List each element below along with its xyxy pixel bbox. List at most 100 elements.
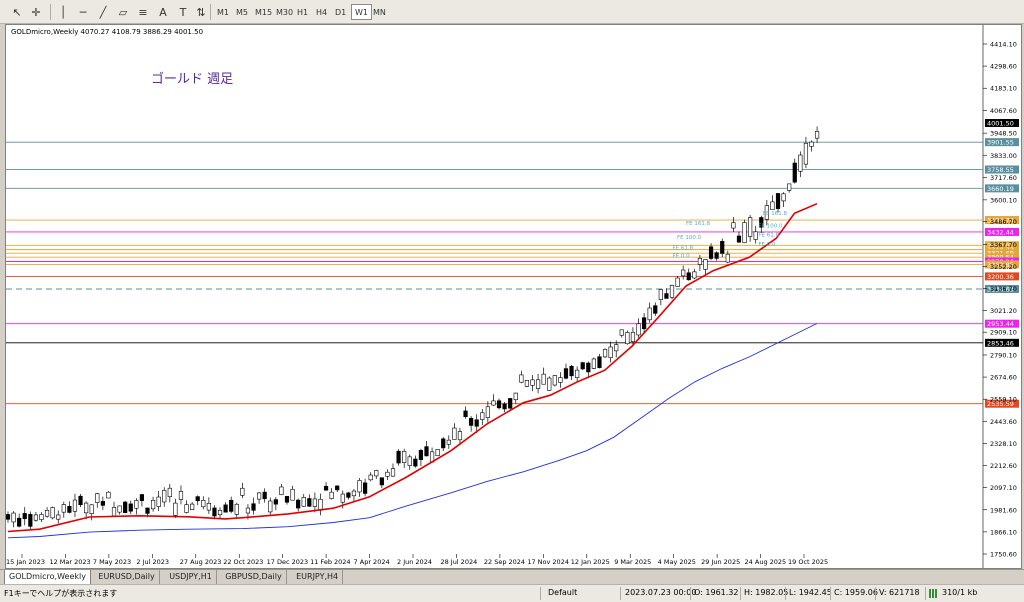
candle-body [390, 468, 396, 477]
date-tick-label: 2 Jun 2024 [397, 558, 432, 566]
fib-label: FE 0.0 [672, 253, 690, 259]
candle-body [89, 504, 94, 514]
date-tick-label: 22 Sep 2024 [484, 558, 525, 566]
candle-body [452, 427, 457, 440]
cursor-icon[interactable]: ↖ [12, 5, 22, 19]
text-icon[interactable]: A [159, 5, 167, 19]
price-tick-label: 4183.10 [990, 85, 1017, 93]
candle-body [731, 222, 736, 229]
shapes-icon[interactable]: ⇅ [196, 5, 206, 19]
candle-body [463, 410, 468, 418]
candle-body [630, 331, 636, 342]
candle-body [792, 162, 797, 183]
candle-body [150, 500, 156, 510]
candle-body [798, 154, 803, 172]
candle-body [95, 493, 100, 503]
candle-body [558, 377, 563, 383]
date-tick-label: 28 Jul 2024 [440, 558, 477, 566]
candle-body [591, 358, 596, 369]
chart-tab[interactable]: GBPUSD,Daily [221, 570, 287, 584]
chart-tab[interactable]: EURUSD,Daily [94, 570, 160, 584]
candle-body [580, 362, 585, 370]
candle-body [586, 362, 591, 373]
candle-body [435, 449, 440, 457]
date-tick-label: 15 Jan 2023 [6, 558, 45, 566]
candle-body [256, 492, 262, 500]
candle-body [814, 131, 820, 139]
symbol-info: GOLDmicro,Weekly 4070.27 4108.79 3886.29… [11, 28, 203, 36]
price-tick-label: 4298.60 [990, 63, 1017, 71]
candle-body [658, 289, 663, 300]
candle-body [346, 492, 351, 498]
candle-body [736, 235, 742, 243]
moving-average-line [7, 322, 818, 539]
candle-body [340, 493, 345, 503]
label-icon[interactable]: T [179, 5, 187, 19]
candle-body [480, 412, 485, 420]
level-label-bg [985, 260, 1019, 269]
level-label-bg [985, 399, 1019, 408]
current-price-bg [985, 119, 1019, 128]
horizontal-line-icon[interactable]: ─ [79, 5, 87, 19]
timeframe-h4[interactable]: H4 [316, 7, 328, 17]
level-label: 2853.46 [987, 339, 1014, 347]
timeframe-m5[interactable]: M5 [236, 7, 248, 17]
candle-body [675, 277, 680, 287]
candle-body [491, 400, 496, 406]
candle-body [301, 497, 306, 507]
candle-body [642, 317, 647, 330]
candle-body [513, 392, 518, 401]
candle-body [535, 379, 541, 389]
timeframe-h1[interactable]: H1 [297, 7, 309, 17]
candle-body [541, 373, 546, 385]
candle-body [575, 369, 580, 378]
timeframe-m1[interactable]: M1 [217, 7, 229, 17]
current-price-label: 4001.50 [987, 120, 1014, 128]
candle-body [178, 491, 184, 500]
candle-body [396, 450, 401, 464]
trendline-icon[interactable]: ╱ [99, 5, 107, 19]
candle-body [262, 491, 267, 500]
timeframe-m30[interactable]: M30 [276, 7, 294, 17]
candle-body [100, 501, 105, 506]
chart-tab[interactable]: GOLDmicro,Weekly [4, 570, 91, 585]
candle-body [67, 506, 72, 513]
level-label-bg [985, 319, 1019, 328]
price-tick-label: 3600.10 [990, 196, 1017, 204]
crosshair-icon[interactable]: ✛ [31, 5, 41, 19]
vertical-line-icon[interactable]: │ [59, 5, 67, 19]
candle-body [619, 329, 624, 336]
candle-body [742, 222, 747, 244]
timeframe-d1[interactable]: D1 [335, 7, 347, 17]
candle-body [714, 252, 719, 259]
candle-body [608, 346, 613, 359]
chart-tab[interactable]: USDJPY,H1 [165, 570, 217, 584]
chart-tab[interactable]: EURJPY,H4 [292, 570, 344, 584]
timeframe-mn[interactable]: MN [373, 7, 386, 17]
fib-label: FE 61.8 [758, 232, 779, 238]
candle-body [190, 503, 195, 510]
channel-icon[interactable]: ▱ [118, 5, 128, 19]
candle-body [474, 419, 479, 427]
timeframe-m15[interactable]: M15 [255, 7, 273, 17]
level-label: 2535.59 [987, 400, 1014, 408]
status-profile[interactable]: Default [548, 588, 578, 597]
level-label-bg [985, 241, 1019, 250]
candle-body [335, 485, 340, 491]
status-volume: V: 621718 [879, 588, 920, 597]
candle-body [725, 253, 730, 263]
chart-window[interactable]: 3901.553758.553660.193494.743432.443362.… [5, 24, 1022, 569]
candle-body [290, 489, 295, 501]
candle-body [708, 246, 714, 259]
candle-body [6, 514, 11, 520]
fibonacci-icon[interactable]: ≡ [138, 5, 148, 19]
candle-body [692, 271, 697, 279]
candle-body [385, 471, 390, 477]
timeframe-w1[interactable]: W1 [351, 4, 372, 20]
candle-body [162, 490, 167, 503]
price-tick-label: 3367.70 [990, 241, 1017, 249]
date-tick-label: 12 Jan 2025 [571, 558, 610, 566]
price-chart[interactable]: 3901.553758.553660.193494.743432.443362.… [6, 25, 1021, 568]
candle-body [206, 502, 211, 511]
candle-body [781, 193, 786, 202]
